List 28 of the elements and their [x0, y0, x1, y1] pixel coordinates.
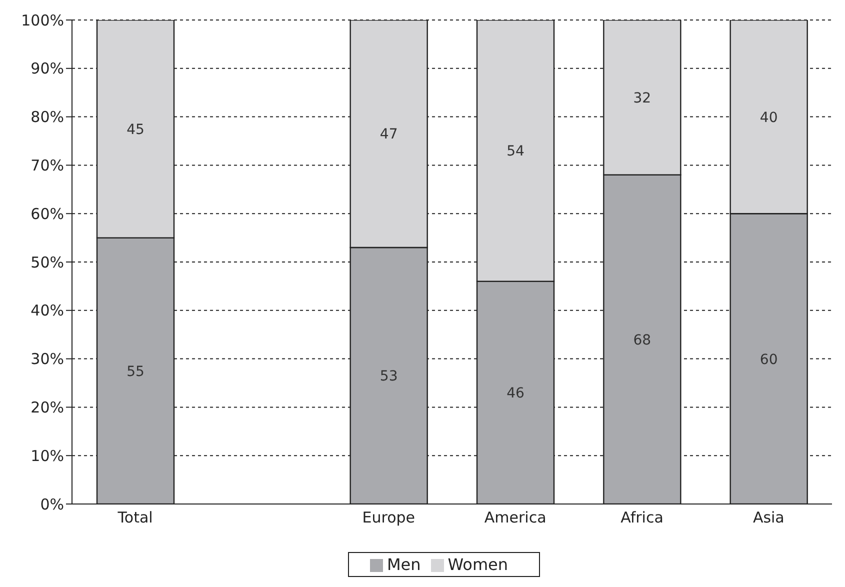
x-tick-label: Europe	[362, 508, 416, 527]
data-label: 53	[380, 368, 398, 385]
data-label: 47	[380, 126, 398, 143]
y-tick-label: 60%	[30, 204, 64, 223]
y-tick-label: 80%	[30, 108, 64, 126]
x-tick-label: Africa	[620, 508, 664, 527]
y-tick-label: 90%	[30, 60, 64, 78]
legend-label: Women	[448, 555, 508, 574]
y-tick-label: 30%	[30, 350, 64, 368]
data-label: 68	[633, 332, 652, 348]
data-label: 55	[126, 364, 144, 380]
y-tick-label: 70%	[30, 156, 64, 175]
data-label: 40	[760, 110, 778, 126]
y-tick-label: 40%	[30, 302, 64, 320]
data-label: 32	[633, 90, 652, 106]
y-tick-label: 10%	[30, 446, 64, 465]
data-label: 45	[126, 122, 144, 138]
legend-label: Men	[386, 555, 421, 574]
y-tick-label: 100%	[21, 11, 64, 30]
x-tick-label: America	[484, 508, 546, 527]
x-tick-label: Asia	[752, 508, 784, 527]
data-label: 46	[506, 386, 524, 402]
x-tick-label: Total	[116, 508, 153, 527]
y-tick-label: 0%	[40, 495, 64, 514]
data-label: 60	[760, 352, 778, 368]
y-tick-label: 20%	[30, 398, 64, 417]
data-label: 54	[506, 144, 524, 160]
y-tick-label: 50%	[30, 253, 64, 272]
